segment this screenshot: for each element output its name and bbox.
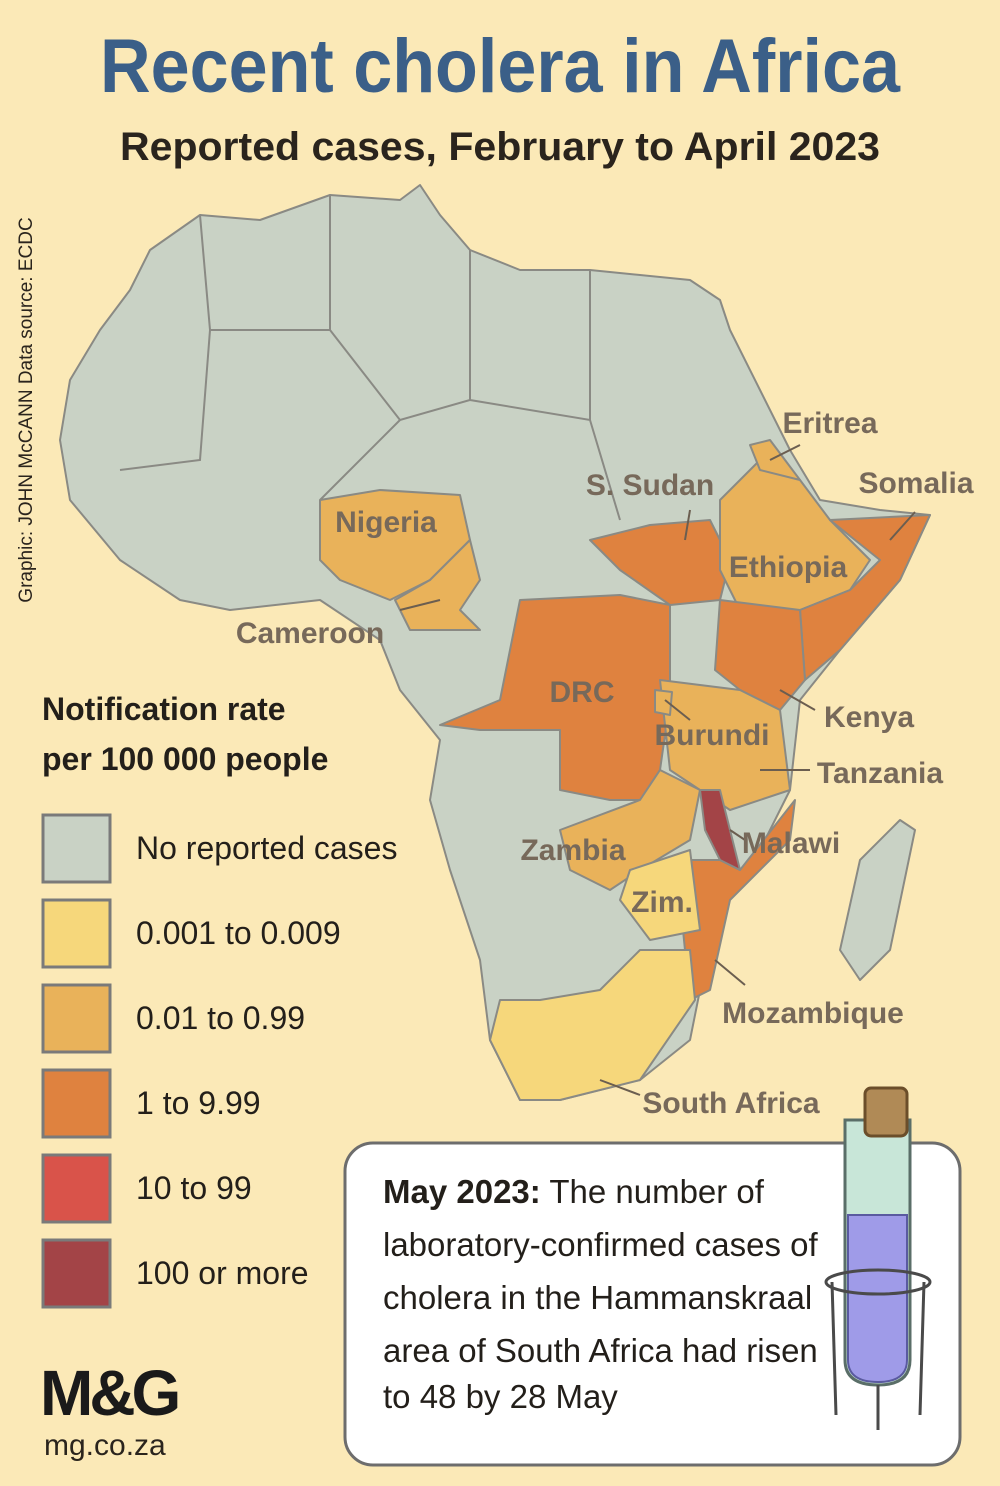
callout-line: laboratory-confirmed cases of: [383, 1226, 819, 1263]
credit: Graphic: JOHN McCANN Data source: ECDC: [16, 217, 37, 602]
country-label: Malawi: [742, 827, 840, 860]
legend-title: per 100 000 people: [42, 741, 328, 777]
country-label: Eritrea: [782, 407, 877, 440]
country-malawi: [699, 789, 741, 871]
legend-label: 1 to 9.99: [136, 1085, 261, 1121]
country-label: Zambia: [520, 834, 625, 867]
legend-swatch: [41, 1238, 112, 1309]
logo-url: mg.co.za: [44, 1429, 166, 1462]
legend-swatch: [41, 813, 112, 884]
country-label: DRC: [550, 676, 615, 709]
country-label: Ethiopia: [729, 551, 848, 584]
callout-line: May 2023: The number of: [383, 1173, 765, 1210]
country-drc: [439, 594, 671, 801]
legend-swatch: [41, 983, 112, 1054]
callout-line: cholera in the Hammanskraal: [383, 1279, 812, 1316]
country-tanzania: [659, 679, 791, 811]
subtitle: Reported cases, February to April 2023: [120, 125, 880, 169]
legend-label: 100 or more: [136, 1255, 309, 1291]
legend-label: No reported cases: [136, 830, 397, 866]
country-label: Nigeria: [335, 506, 437, 539]
country-label: South Africa: [642, 1087, 820, 1120]
legend: Notification rate per 100 000 people No …: [41, 691, 397, 1309]
logo-brand: M&G: [40, 1357, 178, 1429]
country-label: Burundi: [655, 719, 770, 752]
legend-swatch: [41, 1068, 112, 1139]
callout-box: [343, 1141, 962, 1467]
legend-label: 0.01 to 0.99: [136, 1000, 305, 1036]
legend-swatch: [41, 1153, 112, 1224]
country-label: S. Sudan: [586, 469, 714, 502]
legend-label: 10 to 99: [136, 1170, 252, 1206]
country-south-africa: [489, 949, 696, 1101]
borders: [119, 195, 621, 521]
country-zimbabwe: [619, 849, 701, 941]
callout-date: May 2023:: [383, 1173, 541, 1210]
country-label: Zim.: [631, 886, 693, 919]
callout-line: to 48 by 28 May: [383, 1378, 618, 1415]
legend-swatch: [41, 898, 112, 969]
country-cameroon: [394, 539, 481, 631]
callout-line: area of South Africa had risen: [383, 1332, 818, 1369]
legend-label: 0.001 to 0.009: [136, 915, 341, 951]
test-tube: [824, 1086, 932, 1430]
callout-text: The number of: [549, 1173, 764, 1210]
country-label: Tanzania: [817, 757, 943, 790]
country-label: Somalia: [858, 467, 973, 500]
country-zambia: [559, 769, 701, 891]
country-label: Kenya: [824, 701, 914, 734]
map: Nigeria Cameroon Eritrea Ethiopia Burund…: [59, 184, 974, 1120]
country-eritrea: [749, 439, 801, 481]
title: Recent cholera in Africa: [100, 24, 901, 109]
legend-title: Notification rate: [42, 691, 286, 727]
leader-lines: [399, 444, 916, 1096]
country-label: Cameroon: [236, 617, 384, 650]
country-burundi: [654, 689, 673, 716]
country-label: Mozambique: [722, 997, 904, 1030]
callout: May 2023: The number of laboratory-confi…: [343, 1086, 962, 1467]
logo: M&G mg.co.za: [40, 1357, 182, 1462]
madagascar: [839, 819, 916, 981]
